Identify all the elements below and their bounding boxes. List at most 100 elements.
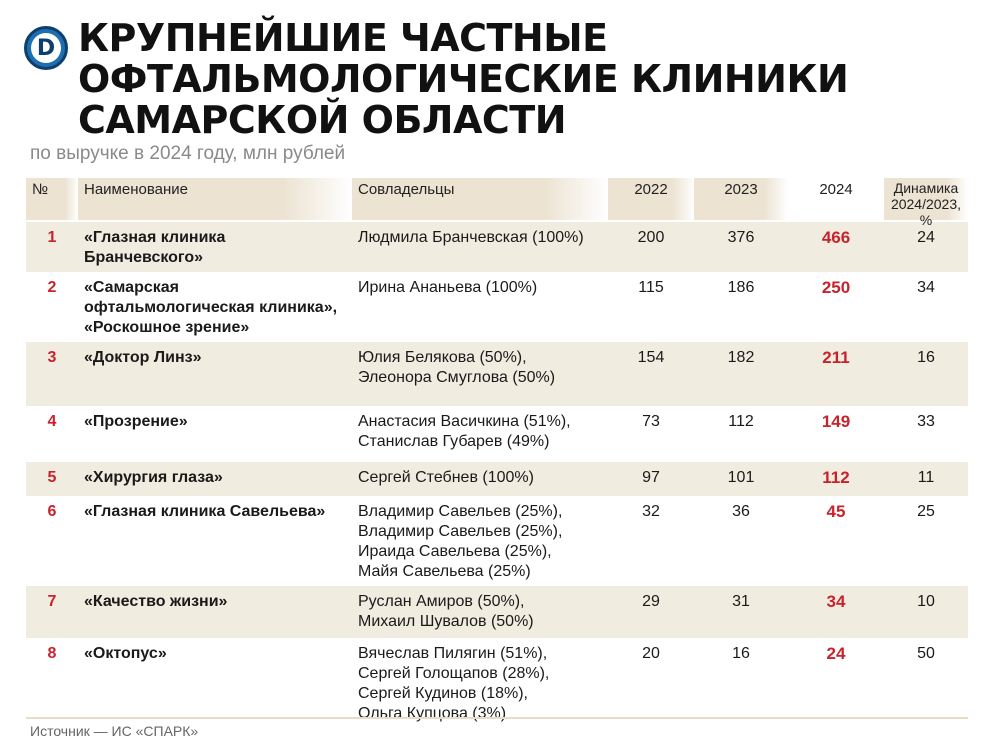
revenue-2023: 36 [732, 503, 750, 520]
revenue-2022: 73 [642, 413, 660, 430]
header-no: № [26, 178, 78, 222]
subtitle: по выручке в 2024 году, млн рублей [30, 143, 346, 164]
owners-cell-line: Михаил Шувалов (50%) [358, 613, 534, 630]
revenue-2022: 154 [608, 342, 694, 406]
rank-number: 3 [26, 342, 78, 406]
revenue-2023: 112 [728, 413, 754, 430]
clinic-name: «Хирургия глаза» [78, 462, 352, 496]
dynamics-value: 24 [884, 222, 968, 272]
clinic-name-line: «Глазная клиника Бранчевского» [84, 229, 226, 266]
owners-cell-line: Ираида Савельева (25%), [358, 543, 552, 560]
revenue-2022: 200 [608, 222, 694, 272]
clinic-name: «Глазная клиника Бранчевского» [78, 222, 352, 272]
clinic-name: «Прозрение» [78, 406, 352, 462]
clinic-name-line: «Роскошное зрение» [84, 319, 250, 336]
rank-number: 5 [26, 462, 78, 496]
owners-cell: Юлия Белякова (50%), Элеонора Смуглова (5… [352, 342, 608, 406]
revenue-2022: 32 [642, 503, 660, 520]
owners-cell-line: Ирина Ананьева (100%) [358, 279, 538, 296]
revenue-2023: 16 [732, 645, 750, 662]
rank-number: 8 [47, 645, 57, 662]
header-dynamics: Динамика 2024/2023, % [884, 178, 968, 228]
owners-cell-line: Владимир Савельев (25%), [358, 523, 563, 540]
owners-cell-line: Элеонора Смуглова (50%) [358, 369, 556, 386]
dynamics-value: 16 [884, 342, 968, 406]
clinic-name-line: «Хирургия глаза» [84, 469, 223, 486]
owners-cell-line: Анастасия Васичкина (51%), [358, 413, 571, 430]
header-2022: 2022 [608, 178, 694, 222]
header-name: Наименование [78, 178, 352, 222]
header-2024: 2024 [819, 181, 853, 198]
clinic-name: «Доктор Линз» [78, 342, 352, 406]
clinic-name-line: «Самарская [84, 279, 179, 296]
page-title: КРУПНЕЙШИЕ ЧАСТНЫЕ ОФТАЛЬМОЛОГИЧЕСКИЕ КЛ… [78, 18, 958, 141]
revenue-2023: 182 [694, 342, 788, 406]
logo-letter: D [31, 33, 61, 63]
clinic-name-line: «Глазная клиника Савельева» [84, 503, 326, 520]
table-row: 5 «Хирургия глаза» Сергей Стебнев (100%) 97… [26, 462, 968, 496]
owners-cell-line: Юлия Белякова (50%), [358, 349, 527, 366]
dynamics-value: 25 [917, 503, 935, 520]
revenue-2024: 250 [821, 278, 851, 297]
revenue-2022: 115 [638, 279, 664, 296]
revenue-2024: 24 [826, 644, 846, 663]
clinic-name-line: офтальмологическая клиника», [84, 299, 338, 316]
owners-cell-line: Руслан Амиров (50%), [358, 593, 525, 610]
owners-cell-line: Сергей Голощапов (28%), [358, 665, 550, 682]
title-line: ОФТАЛЬМОЛОГИЧЕСКИЕ КЛИНИКИ [78, 57, 849, 101]
dynamics-value: 50 [917, 645, 935, 662]
rank-number: 1 [26, 222, 78, 272]
dynamics-value: 10 [884, 586, 968, 638]
owners-cell: Людмила Бранчевская (100%) [352, 222, 608, 272]
owners-cell: Вячеслав Пилягин (51%), Сергей Голощапов … [352, 638, 608, 728]
revenue-2024: 466 [788, 222, 884, 272]
revenue-2023: 101 [694, 462, 788, 496]
dynamics-value: 34 [917, 279, 935, 296]
owners-cell-line: Вячеслав Пилягин (51%), [358, 645, 548, 662]
owners-cell-line: Сергей Кудинов (18%), [358, 685, 528, 702]
table-row: 8 «Октопус» Вячеслав Пилягин (51%), Сергей … [26, 638, 968, 728]
revenue-2022: 97 [608, 462, 694, 496]
owners-cell: Владимир Савельев (25%), Владимир Савелье… [352, 496, 608, 586]
clinic-name: «Самарская офтальмологическая клиника», «Р… [78, 272, 352, 342]
revenue-2024: 34 [788, 586, 884, 638]
revenue-2024: 45 [826, 502, 846, 521]
owners-cell-line: Людмила Бранчевская (100%) [358, 229, 584, 246]
table-row: 3 «Доктор Линз» Юлия Белякова (50%), Элеоно… [26, 342, 968, 406]
owners-cell: Сергей Стебнев (100%) [352, 462, 608, 496]
clinic-name-line: «Качество жизни» [84, 593, 228, 610]
clinic-name: «Глазная клиника Савельева» [78, 496, 352, 586]
table-row: 2 «Самарская офтальмологическая клиника», «… [26, 272, 968, 342]
owners-cell: Ирина Ананьева (100%) [352, 272, 608, 342]
table-row: 7 «Качество жизни» Руслан Амиров (50%), Мих… [26, 586, 968, 638]
owners-cell-line: Ольга Купцова (3%) [358, 705, 507, 722]
header-2023: 2023 [694, 178, 788, 222]
clinic-name-line: «Прозрение» [84, 413, 188, 430]
clinic-name-line: «Октопус» [84, 645, 167, 662]
owners-cell: Анастасия Васичкина (51%), Станислав Губа… [352, 406, 608, 462]
table-row: 6 «Глазная клиника Савельева» Владимир Сав… [26, 496, 968, 586]
clinic-name: «Качество жизни» [78, 586, 352, 638]
header-owners: Совладельцы [352, 178, 608, 222]
rank-number: 4 [47, 413, 57, 430]
rank-number: 6 [47, 503, 57, 520]
owners-cell: Руслан Амиров (50%), Михаил Шувалов (50%) [352, 586, 608, 638]
owners-cell-line: Сергей Стебнев (100%) [358, 469, 534, 486]
revenue-2022: 29 [608, 586, 694, 638]
revenue-2024: 149 [821, 412, 851, 431]
logo-icon: D [24, 26, 68, 70]
clinic-name-line: «Доктор Линз» [84, 349, 202, 366]
owners-cell-line: Станислав Губарев (49%) [358, 433, 550, 450]
title-line: САМАРСКОЙ ОБЛАСТИ [78, 98, 567, 142]
source-note: Источник — ИС «СПАРК» [30, 723, 199, 739]
revenue-2023: 186 [727, 279, 755, 296]
rank-number: 7 [26, 586, 78, 638]
clinic-name: «Октопус» [78, 638, 352, 728]
footer-divider [26, 717, 968, 719]
table-header-row: № Наименование Совладельцы 2022 2023 202… [26, 178, 968, 228]
revenue-2023: 31 [694, 586, 788, 638]
revenue-2024: 211 [788, 342, 884, 406]
rank-number: 2 [47, 279, 57, 296]
owners-cell-line: Майя Савельева (25%) [358, 563, 531, 580]
revenue-2024: 112 [788, 462, 884, 496]
